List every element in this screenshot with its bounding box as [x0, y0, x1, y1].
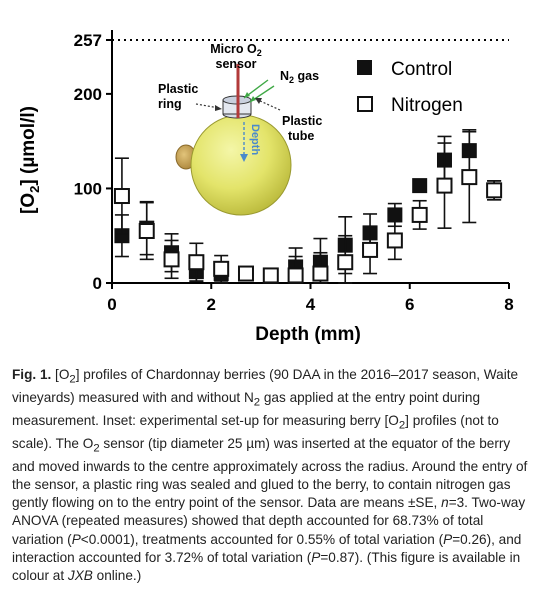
y-tick-label-1: 100	[74, 179, 102, 198]
nitrogen-point-7	[287, 267, 304, 284]
tube-label-line2: tube	[288, 129, 314, 143]
x-tick-label-1: 2	[207, 295, 216, 314]
sensor-label: Micro O2	[210, 42, 262, 58]
inset-illustration: Depth Micro O2 sensor N2 gas Plastic rin…	[158, 42, 322, 216]
legend: Control Nitrogen	[357, 59, 463, 116]
nitrogen-point-1	[138, 222, 155, 239]
legend-marker-nitrogen	[357, 96, 373, 112]
gas-label: N2 gas	[280, 69, 319, 85]
y-tick-label-0: 0	[93, 274, 102, 293]
nitrogen-point-3	[188, 254, 205, 271]
legend-marker-control	[357, 60, 372, 75]
nitrogen-point-6	[262, 267, 279, 284]
figure-caption: Fig. 1. [O2] profiles of Chardonnay berr…	[12, 366, 534, 585]
x-axis-title: Depth (mm)	[255, 324, 361, 345]
x-tick-label-0: 0	[107, 295, 116, 314]
ring-pointer-head	[215, 105, 222, 111]
nitrogen-point-15	[486, 182, 503, 199]
tube-pointer	[257, 99, 281, 111]
nitrogen-point-12	[411, 206, 428, 223]
y-tick-label-3: 257	[74, 31, 102, 50]
control-point-12	[412, 178, 428, 194]
nitrogen-point-11	[386, 232, 403, 249]
berry	[190, 114, 292, 216]
control-point-11	[387, 207, 403, 223]
legend-label-control: Control	[391, 59, 452, 80]
nitrogen-point-14	[461, 169, 478, 186]
nitrogen-point-8	[312, 265, 329, 282]
o2-profile-chart: [O2] (µmol/l) Depth Micro O2 sensor N2 g…	[18, 30, 514, 345]
nitrogen-point-4	[213, 260, 230, 277]
tube-label: Plastic	[282, 114, 322, 128]
sensor-label-line2: sensor	[216, 57, 257, 71]
nitrogen-point-10	[362, 241, 379, 258]
ring-label-line2: ring	[158, 97, 182, 111]
nitrogen-point-13	[436, 177, 453, 194]
x-tick-label-3: 6	[405, 295, 414, 314]
depth-label: Depth	[249, 124, 261, 155]
y-tick-label-2: 200	[74, 85, 102, 104]
n2-gas-arrowhead-1	[244, 92, 250, 98]
legend-label-nitrogen: Nitrogen	[391, 95, 463, 116]
ring-label: Plastic	[158, 82, 198, 96]
nitrogen-point-5	[237, 265, 254, 282]
depth-arrowhead	[240, 154, 248, 162]
nitrogen-point-2	[163, 251, 180, 268]
nitrogen-point-0	[113, 188, 130, 205]
tube-pointer-head	[255, 98, 262, 104]
caption-text: Fig. 1. [O2] profiles of Chardonnay berr…	[12, 367, 528, 583]
x-tick-label-2: 4	[306, 295, 316, 314]
nitrogen-point-9	[337, 254, 354, 271]
n2-gas-arrowhead-2	[250, 96, 256, 102]
x-tick-label-4: 8	[504, 295, 513, 314]
y-axis-title: [O2] (µmol/l)	[18, 106, 42, 214]
